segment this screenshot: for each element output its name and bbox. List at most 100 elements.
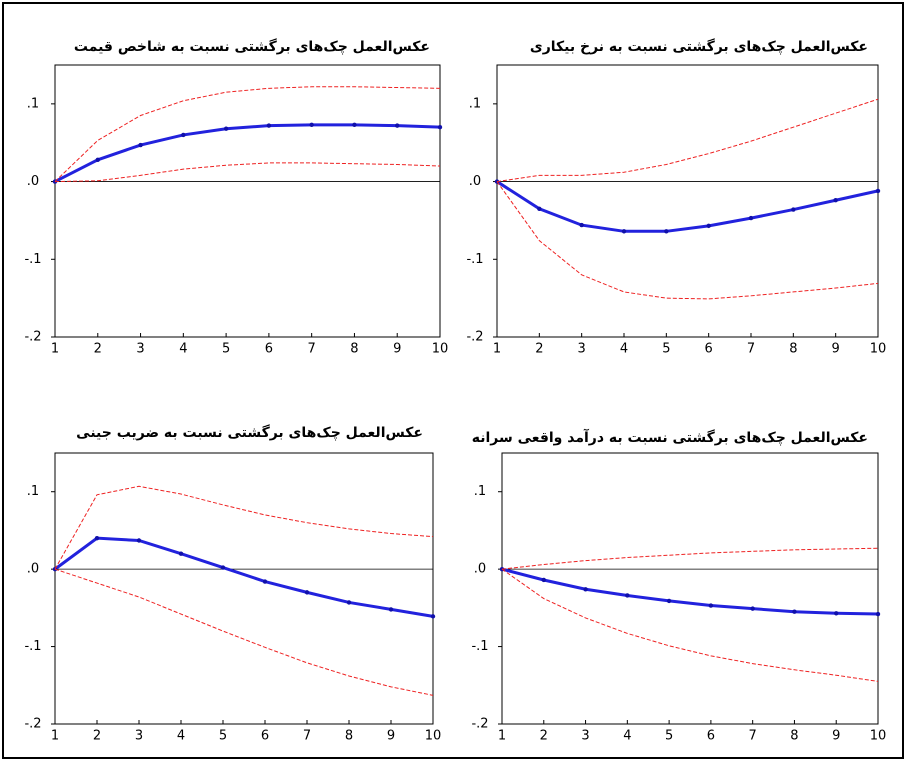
x-tick-label: 7 (308, 342, 316, 357)
point (309, 122, 314, 128)
x-tick-label: 5 (662, 342, 670, 357)
x-tick-label: 4 (620, 342, 628, 357)
y-tick-label: -.1 (24, 639, 41, 654)
point (395, 123, 400, 128)
point (792, 609, 797, 614)
series-line (496, 98, 879, 183)
x-tick-label: 2 (535, 342, 543, 357)
point (136, 538, 142, 543)
series-line (54, 162, 441, 183)
point (223, 126, 229, 131)
x-tick-label: 8 (345, 729, 353, 744)
y-tick-label: -.2 (24, 717, 41, 732)
series-line (54, 536, 434, 618)
point (583, 587, 588, 592)
x-tick-label: 9 (832, 342, 840, 357)
y-tick-label: .0 (474, 562, 486, 577)
series-line (54, 123, 441, 183)
y-tick-label: -.2 (466, 330, 483, 345)
y-tick-label: .1 (469, 96, 481, 111)
x-tick-label: 8 (789, 342, 797, 357)
chart-title: عکس‌العمل چک‌های برگشتی نسبت به درآمد وا… (472, 428, 868, 446)
point (579, 222, 584, 228)
plot-area (54, 452, 434, 725)
point (388, 607, 394, 612)
point (95, 157, 100, 163)
series-line (496, 180, 879, 233)
point (708, 603, 714, 608)
series-line (501, 567, 879, 616)
x-tick-label: 3 (135, 729, 143, 744)
point (625, 593, 630, 598)
point (178, 551, 184, 556)
point (748, 215, 754, 221)
series-line (501, 547, 879, 570)
x-tick-label: 9 (832, 729, 840, 744)
y-tick-label: .1 (474, 484, 486, 499)
x-tick-label: 2 (540, 729, 548, 744)
y-tick-label: -.2 (471, 717, 488, 732)
point (266, 123, 272, 128)
point (262, 579, 268, 584)
point (834, 611, 839, 616)
x-tick-label: 6 (707, 729, 715, 744)
y-tick-label: .1 (27, 484, 39, 499)
x-tick-label: 10 (870, 729, 887, 744)
series-line (54, 485, 434, 570)
point (346, 600, 352, 605)
point (537, 206, 542, 211)
chart-title: عکس‌العمل چک‌های برگشتی نسبت به نرخ بیکا… (530, 38, 868, 55)
y-tick-label: -.2 (24, 330, 41, 345)
point (304, 590, 310, 595)
x-tick-label: 5 (222, 342, 230, 357)
x-tick-label: 4 (179, 342, 187, 357)
x-tick-label: 1 (498, 729, 506, 744)
point (706, 223, 711, 229)
x-tick-label: 6 (705, 342, 713, 357)
point (875, 611, 881, 617)
x-tick-label: 7 (303, 729, 311, 744)
chart-title: عکس‌العمل چک‌های برگشتی نسبت به شاخص قیم… (74, 38, 430, 55)
x-tick-label: 7 (747, 342, 755, 357)
y-tick-label: .1 (27, 96, 39, 111)
x-tick-label: 1 (51, 342, 59, 357)
x-tick-label: 2 (93, 729, 101, 744)
plot-area (496, 64, 879, 338)
series-line (54, 86, 441, 182)
point (220, 565, 226, 570)
plot-area (54, 64, 441, 338)
y-tick-label: -.1 (471, 639, 488, 654)
point (833, 198, 838, 203)
x-tick-label: 7 (749, 729, 757, 744)
x-tick-label: 10 (425, 729, 442, 744)
x-tick-label: 6 (261, 729, 269, 744)
series-line (501, 568, 879, 682)
x-tick-label: 10 (870, 342, 887, 357)
y-tick-label: .0 (27, 174, 39, 189)
x-tick-label: 3 (581, 729, 589, 744)
point (875, 188, 881, 194)
point (791, 207, 796, 212)
x-tick-label: 9 (393, 342, 401, 357)
y-tick-label: .0 (27, 562, 39, 577)
plot-area (501, 452, 879, 725)
x-tick-label: 10 (432, 342, 449, 357)
x-tick-label: 1 (51, 729, 59, 744)
x-tick-label: 4 (177, 729, 185, 744)
x-tick-label: 1 (493, 342, 501, 357)
point (181, 132, 186, 138)
x-tick-label: 3 (136, 342, 144, 357)
series-line (54, 568, 434, 696)
x-tick-label: 2 (94, 342, 102, 357)
point (664, 229, 669, 234)
point (94, 535, 100, 541)
point (621, 229, 627, 234)
point (666, 598, 672, 604)
y-tick-label: -.1 (466, 252, 483, 267)
chart-title: عکس‌العمل چک‌های برگشتی نسبت به ضریب جین… (76, 424, 423, 441)
x-tick-label: 4 (623, 729, 631, 744)
x-tick-label: 3 (578, 342, 586, 357)
x-tick-label: 9 (387, 729, 395, 744)
point (750, 606, 755, 611)
